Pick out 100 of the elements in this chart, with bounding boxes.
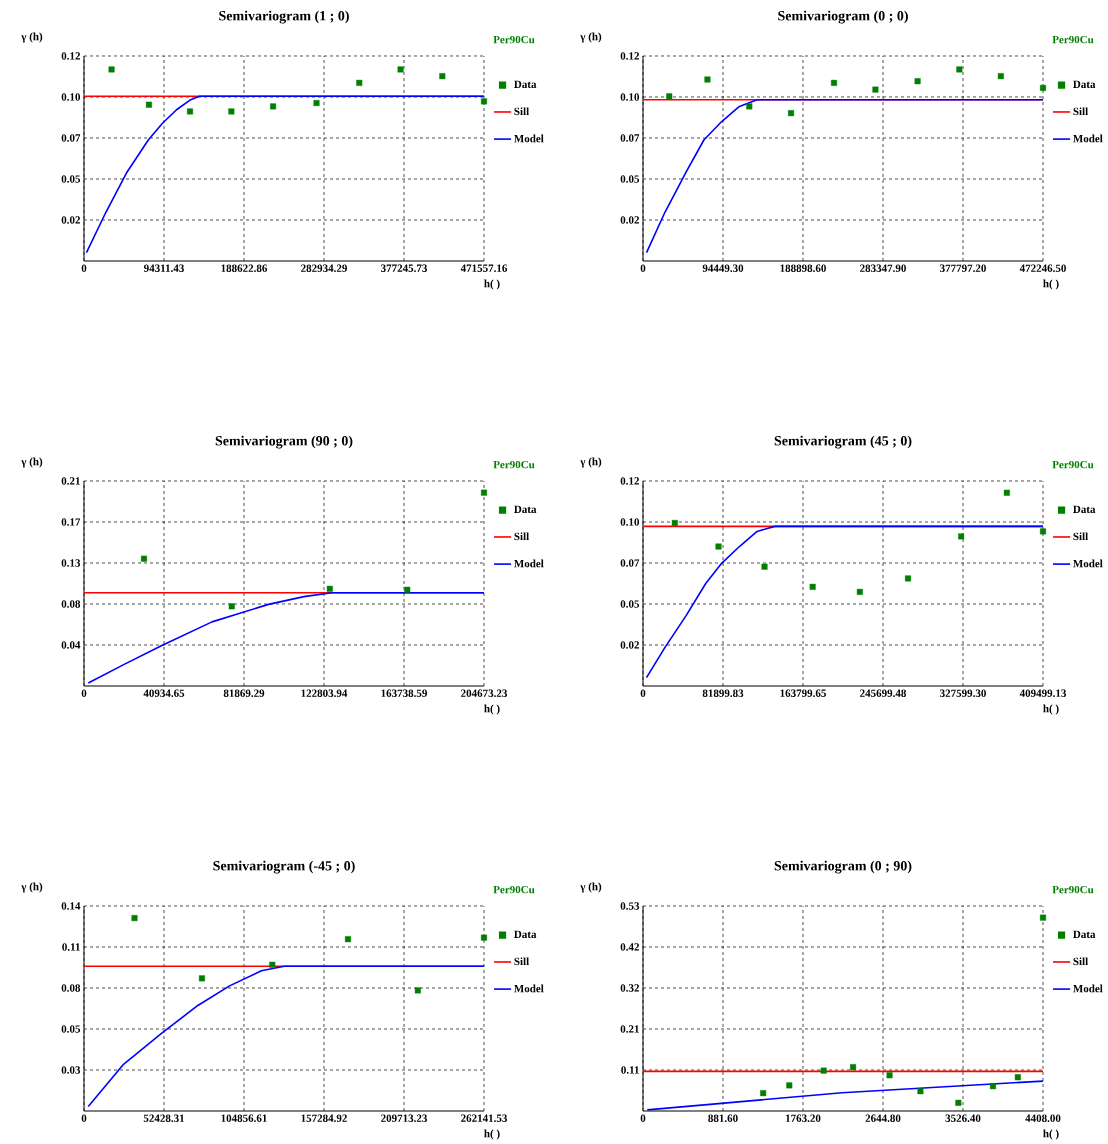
legend-label: Model <box>1073 984 1103 993</box>
legend-title: Per90Cu <box>1052 35 1094 44</box>
chart-title: Semivariogram (1 ; 0) <box>219 10 349 24</box>
x-tick-label: 327599.30 <box>940 689 987 697</box>
x-axis-title: h( ) <box>1043 279 1059 290</box>
x-tick-label: 3526.40 <box>945 1114 981 1122</box>
legend-title: Per90Cu <box>493 35 535 44</box>
x-tick-label: 283347.90 <box>860 264 907 272</box>
x-tick-label: 163738.59 <box>381 689 428 697</box>
y-tick-label: 0.10 <box>620 518 640 526</box>
y-tick-label: 0.02 <box>620 216 640 224</box>
y-axis-title: γ (h) <box>21 32 43 43</box>
x-tick-label: 188622.86 <box>221 264 268 272</box>
y-tick-label: 0.42 <box>620 943 640 951</box>
y-tick-label: 0.10 <box>61 93 81 101</box>
legend-label: Sill <box>514 107 530 116</box>
x-tick-label: 245699.48 <box>860 689 907 697</box>
x-tick-label: 4408.00 <box>1025 1114 1061 1122</box>
y-tick-label: 0.12 <box>620 52 640 60</box>
x-axis-title: h( ) <box>484 1129 500 1140</box>
legend-label: Sill <box>1073 957 1089 966</box>
legend-title: Per90Cu <box>493 885 535 894</box>
legend-title: Per90Cu <box>1052 460 1094 469</box>
x-axis-title: h( ) <box>1043 1129 1059 1140</box>
x-axis-title: h( ) <box>1043 704 1059 715</box>
y-tick-label: 0.53 <box>620 902 640 910</box>
legend-title: Per90Cu <box>1052 885 1094 894</box>
x-tick-label: 0 <box>81 1114 87 1122</box>
y-tick-label: 0.05 <box>61 175 81 183</box>
y-axis-title: γ (h) <box>580 882 602 893</box>
x-tick-label: 282934.29 <box>301 264 348 272</box>
legend-label: Data <box>514 930 537 939</box>
y-tick-label: 0.05 <box>61 1025 81 1033</box>
x-tick-label: 104856.61 <box>221 1114 267 1122</box>
y-tick-label: 0.14 <box>61 902 81 910</box>
x-tick-label: 377245.73 <box>381 264 428 272</box>
y-tick-label: 0.21 <box>61 477 80 485</box>
legend-title: Per90Cu <box>493 460 535 469</box>
legend-label: Model <box>1073 134 1103 143</box>
y-tick-label: 0.03 <box>61 1066 81 1074</box>
y-axis-title: γ (h) <box>580 457 602 468</box>
chart-title: Semivariogram (90 ; 0) <box>215 435 353 449</box>
chart-title: Semivariogram (-45 ; 0) <box>213 860 355 874</box>
legend-label: Data <box>1073 930 1096 939</box>
legend-label: Model <box>514 984 544 993</box>
x-tick-label: 471557.16 <box>460 264 508 272</box>
x-tick-label: 122803.94 <box>301 689 348 697</box>
x-tick-label: 377797.20 <box>940 264 987 272</box>
x-tick-label: 94311.43 <box>144 264 185 272</box>
x-tick-label: 0 <box>81 264 87 272</box>
y-tick-label: 0.02 <box>620 641 640 649</box>
y-tick-label: 0.02 <box>61 216 81 224</box>
x-axis-title: h( ) <box>484 704 500 715</box>
x-tick-label: 0 <box>640 264 646 272</box>
x-tick-label: 204673.23 <box>461 689 508 697</box>
x-tick-label: 52428.31 <box>143 1114 185 1122</box>
x-tick-label: 209713.23 <box>381 1114 428 1122</box>
legend-label: Data <box>514 505 537 514</box>
y-tick-label: 0.17 <box>61 518 81 526</box>
x-tick-label: 94449.30 <box>702 264 744 272</box>
legend-label: Sill <box>514 957 530 966</box>
y-axis-title: γ (h) <box>580 32 602 43</box>
y-tick-label: 0.11 <box>62 943 80 951</box>
y-tick-label: 0.12 <box>620 477 640 485</box>
x-tick-label: 1763.20 <box>786 1114 821 1122</box>
y-tick-label: 0.12 <box>61 52 81 60</box>
legend-label: Model <box>514 559 544 568</box>
y-tick-label: 0.07 <box>620 134 640 142</box>
x-tick-label: 0 <box>81 689 87 697</box>
legend-label: Sill <box>1073 532 1089 541</box>
chart-title: Semivariogram (0 ; 90) <box>774 860 912 874</box>
x-tick-label: 2644.80 <box>865 1114 901 1122</box>
legend-label: Data <box>514 80 537 89</box>
legend-label: Model <box>1073 559 1103 568</box>
x-tick-label: 0 <box>640 689 646 697</box>
y-tick-label: 0.05 <box>620 175 640 183</box>
y-tick-label: 0.32 <box>620 984 640 992</box>
legend-label: Sill <box>1073 107 1089 116</box>
y-tick-label: 0.10 <box>620 93 640 101</box>
x-tick-label: 472246.50 <box>1019 264 1067 272</box>
x-tick-label: 409499.13 <box>1019 689 1067 697</box>
y-tick-label: 0.04 <box>61 641 81 649</box>
x-tick-label: 81899.83 <box>702 689 744 697</box>
x-tick-label: 881.60 <box>708 1114 738 1122</box>
y-tick-label: 0.13 <box>61 559 81 567</box>
y-tick-label: 0.07 <box>61 134 81 142</box>
y-tick-label: 0.05 <box>620 600 640 608</box>
x-tick-label: 157284.92 <box>301 1114 347 1122</box>
legend-label: Model <box>514 134 544 143</box>
x-tick-label: 188898.60 <box>780 264 827 272</box>
y-axis-title: γ (h) <box>21 882 43 893</box>
y-tick-label: 0.07 <box>620 559 640 567</box>
y-tick-label: 0.08 <box>61 600 81 608</box>
y-tick-label: 0.08 <box>61 984 81 992</box>
x-tick-label: 0 <box>640 1114 646 1122</box>
legend-label: Sill <box>514 532 530 541</box>
chart-title: Semivariogram (45 ; 0) <box>774 435 912 449</box>
chart-title: Semivariogram (0 ; 0) <box>778 10 908 24</box>
legend-label: Data <box>1073 80 1096 89</box>
x-tick-label: 40934.65 <box>143 689 185 697</box>
